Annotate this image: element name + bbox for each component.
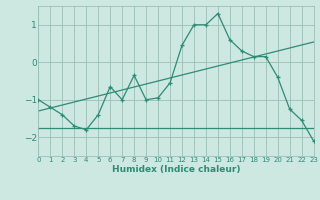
X-axis label: Humidex (Indice chaleur): Humidex (Indice chaleur) (112, 165, 240, 174)
